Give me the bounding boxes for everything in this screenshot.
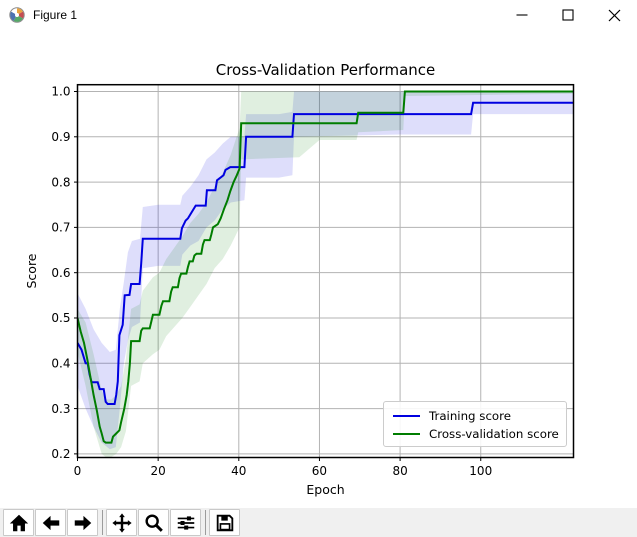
save-floppy-icon <box>216 514 233 531</box>
home-icon <box>9 514 28 531</box>
toolbar-separator <box>102 510 103 535</box>
chart-title: Cross-Validation Performance <box>216 61 436 79</box>
legend-label-cross-validation: Cross-validation score <box>429 426 559 441</box>
back-arrow-icon <box>42 515 59 530</box>
pan-icon <box>111 512 132 533</box>
magnifier-icon <box>144 513 163 532</box>
cross-validation-score-band <box>77 91 574 457</box>
cross-validation-score-swatch <box>393 432 420 435</box>
maximize-button[interactable] <box>545 0 591 30</box>
y-axis-label: Score <box>24 253 39 288</box>
zoom-button[interactable] <box>138 509 169 536</box>
configure-subplots-button[interactable] <box>170 509 201 536</box>
maximize-icon <box>562 9 574 21</box>
back-button[interactable] <box>35 509 66 536</box>
y-tick-label: 0.3 <box>51 402 70 416</box>
navigation-toolbar <box>0 508 637 537</box>
y-tick-label: 1.0 <box>51 85 70 99</box>
x-tick-label: 20 <box>151 464 166 478</box>
y-tick-label: 0.7 <box>51 221 70 235</box>
training-score-line <box>77 101 574 405</box>
window-controls <box>499 0 637 30</box>
legend-item-training: Training score <box>393 407 558 424</box>
minimize-icon <box>516 14 528 16</box>
forward-button[interactable] <box>67 509 98 536</box>
legend: Training score Cross-validation score <box>383 401 567 447</box>
matplotlib-logo-icon <box>9 7 25 23</box>
close-icon <box>608 9 620 21</box>
figure-canvas: 0 20 40 60 80 100 0.2 0.3 0.4 0.5 0.6 0.7 0.8 0.9 1.0 … <box>0 30 637 508</box>
close-button[interactable] <box>591 0 637 30</box>
x-tick-label: 40 <box>231 464 246 478</box>
sliders-icon <box>177 515 194 530</box>
y-tick-label: 0.8 <box>51 175 70 189</box>
training-score-band <box>77 91 574 450</box>
training-score-swatch <box>393 414 420 417</box>
title-bar: Figure 1 <box>0 0 637 30</box>
x-tick-label: 60 <box>312 464 327 478</box>
minimize-button[interactable] <box>499 0 545 30</box>
pan-button[interactable] <box>106 509 137 536</box>
y-tick-label: 0.2 <box>51 447 70 461</box>
y-tick-label: 0.6 <box>51 266 70 280</box>
y-tick-label: 0.4 <box>51 356 70 370</box>
tick-labels: 0 20 40 60 80 100 0.2 0.3 0.4 0.5 0.6 0.7 0.8 0.9 1.0 <box>51 85 492 478</box>
x-tick-label: 0 <box>74 464 82 478</box>
legend-item-cross-validation: Cross-validation score <box>393 425 559 442</box>
series-layer <box>77 90 574 444</box>
window-title: Figure 1 <box>33 8 78 22</box>
y-tick-label: 0.9 <box>51 130 70 144</box>
toolbar-separator <box>205 510 206 535</box>
x-tick-label: 100 <box>469 464 492 478</box>
x-axis-label: Epoch <box>306 482 344 497</box>
bands-layer <box>77 91 574 457</box>
plot-border <box>76 83 575 459</box>
legend-label-training: Training score <box>429 408 511 423</box>
save-button[interactable] <box>209 509 240 536</box>
home-button[interactable] <box>3 509 34 536</box>
y-tick-label: 0.5 <box>51 311 70 325</box>
cross-validation-score-line <box>77 90 574 444</box>
x-tick-label: 80 <box>392 464 407 478</box>
tick-marks <box>74 90 482 461</box>
forward-arrow-icon <box>74 515 91 530</box>
